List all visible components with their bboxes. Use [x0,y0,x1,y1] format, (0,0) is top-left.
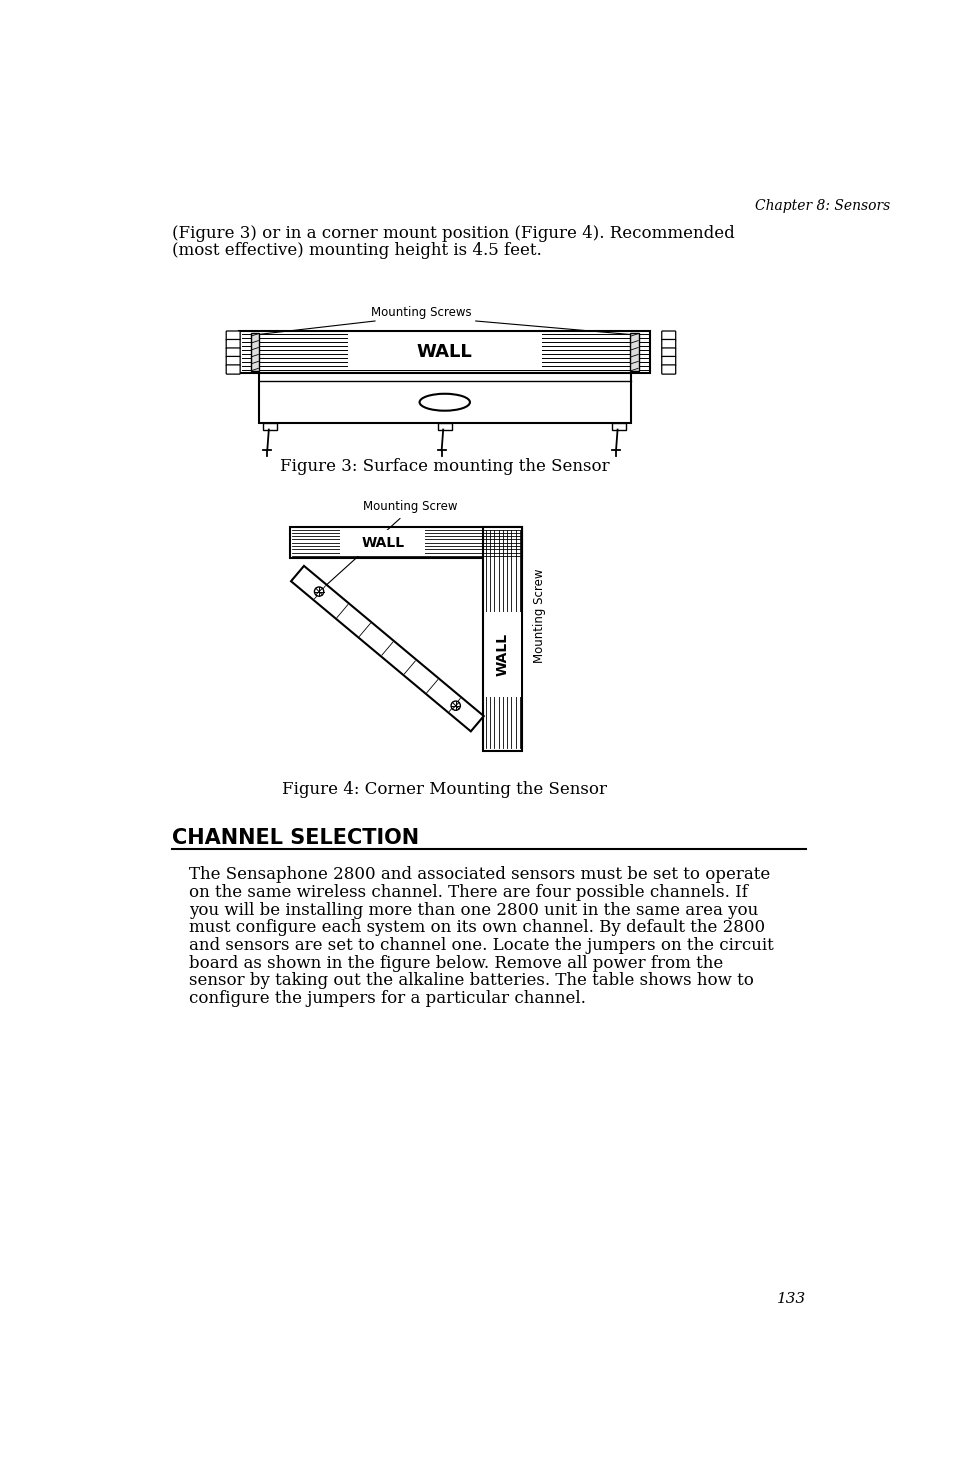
Text: WALL: WALL [496,633,509,676]
Circle shape [451,701,460,711]
Text: Mounting Screws: Mounting Screws [371,307,472,320]
FancyBboxPatch shape [661,364,675,375]
FancyBboxPatch shape [226,339,240,348]
FancyBboxPatch shape [226,348,240,357]
Text: WALL: WALL [416,344,472,361]
Text: sensor by taking out the alkaline batteries. The table shows how to: sensor by taking out the alkaline batter… [189,972,753,990]
Text: CHANNEL SELECTION: CHANNEL SELECTION [172,827,418,848]
Bar [239,330,649,373]
Bar [348,333,541,370]
Text: Mounting Screw: Mounting Screw [362,500,456,513]
Text: (most effective) mounting height is 4.5 feet.: (most effective) mounting height is 4.5 … [172,242,541,258]
Text: Figure 3: Surface mounting the Sensor: Figure 3: Surface mounting the Sensor [279,459,609,475]
Text: WALL: WALL [361,535,404,550]
FancyBboxPatch shape [661,357,675,366]
FancyBboxPatch shape [226,330,240,341]
Text: 133: 133 [776,1292,805,1305]
Text: Figure 4: Corner Mounting the Sensor: Figure 4: Corner Mounting the Sensor [282,782,607,798]
Bar [263,423,277,429]
Text: must configure each system on its own channel. By default the 2800: must configure each system on its own ch… [189,919,764,937]
Text: board as shown in the figure below. Remove all power from the: board as shown in the figure below. Remo… [189,954,722,972]
Bar [612,423,625,429]
Text: and sensors are set to channel one. Locate the jumpers on the circuit: and sensors are set to channel one. Loca… [189,937,773,954]
Text: The Sensaphone 2800 and associated sensors must be set to operate: The Sensaphone 2800 and associated senso… [189,866,769,884]
Text: you will be installing more than one 2800 unit in the same area you: you will be installing more than one 280… [189,901,758,919]
FancyBboxPatch shape [661,339,675,348]
Bar [437,423,452,429]
Bar [630,333,639,372]
Text: (Figure 3) or in a corner mount position (Figure 4). Recommended: (Figure 3) or in a corner mount position… [172,224,734,242]
Circle shape [314,587,323,596]
Bar [290,528,521,558]
Bar [483,528,521,751]
FancyBboxPatch shape [226,357,240,366]
Bar [251,333,259,372]
FancyBboxPatch shape [661,330,675,341]
Text: Chapter 8: Sensors: Chapter 8: Sensors [754,199,889,212]
Text: on the same wireless channel. There are four possible channels. If: on the same wireless channel. There are … [189,884,747,901]
Text: Mounting Screw: Mounting Screw [532,569,545,664]
Polygon shape [291,566,483,732]
FancyBboxPatch shape [661,348,675,357]
Ellipse shape [419,394,470,410]
FancyBboxPatch shape [226,364,240,375]
Text: configure the jumpers for a particular channel.: configure the jumpers for a particular c… [189,990,585,1007]
Bar [484,612,520,696]
Bar [258,373,630,423]
Bar [340,530,425,556]
